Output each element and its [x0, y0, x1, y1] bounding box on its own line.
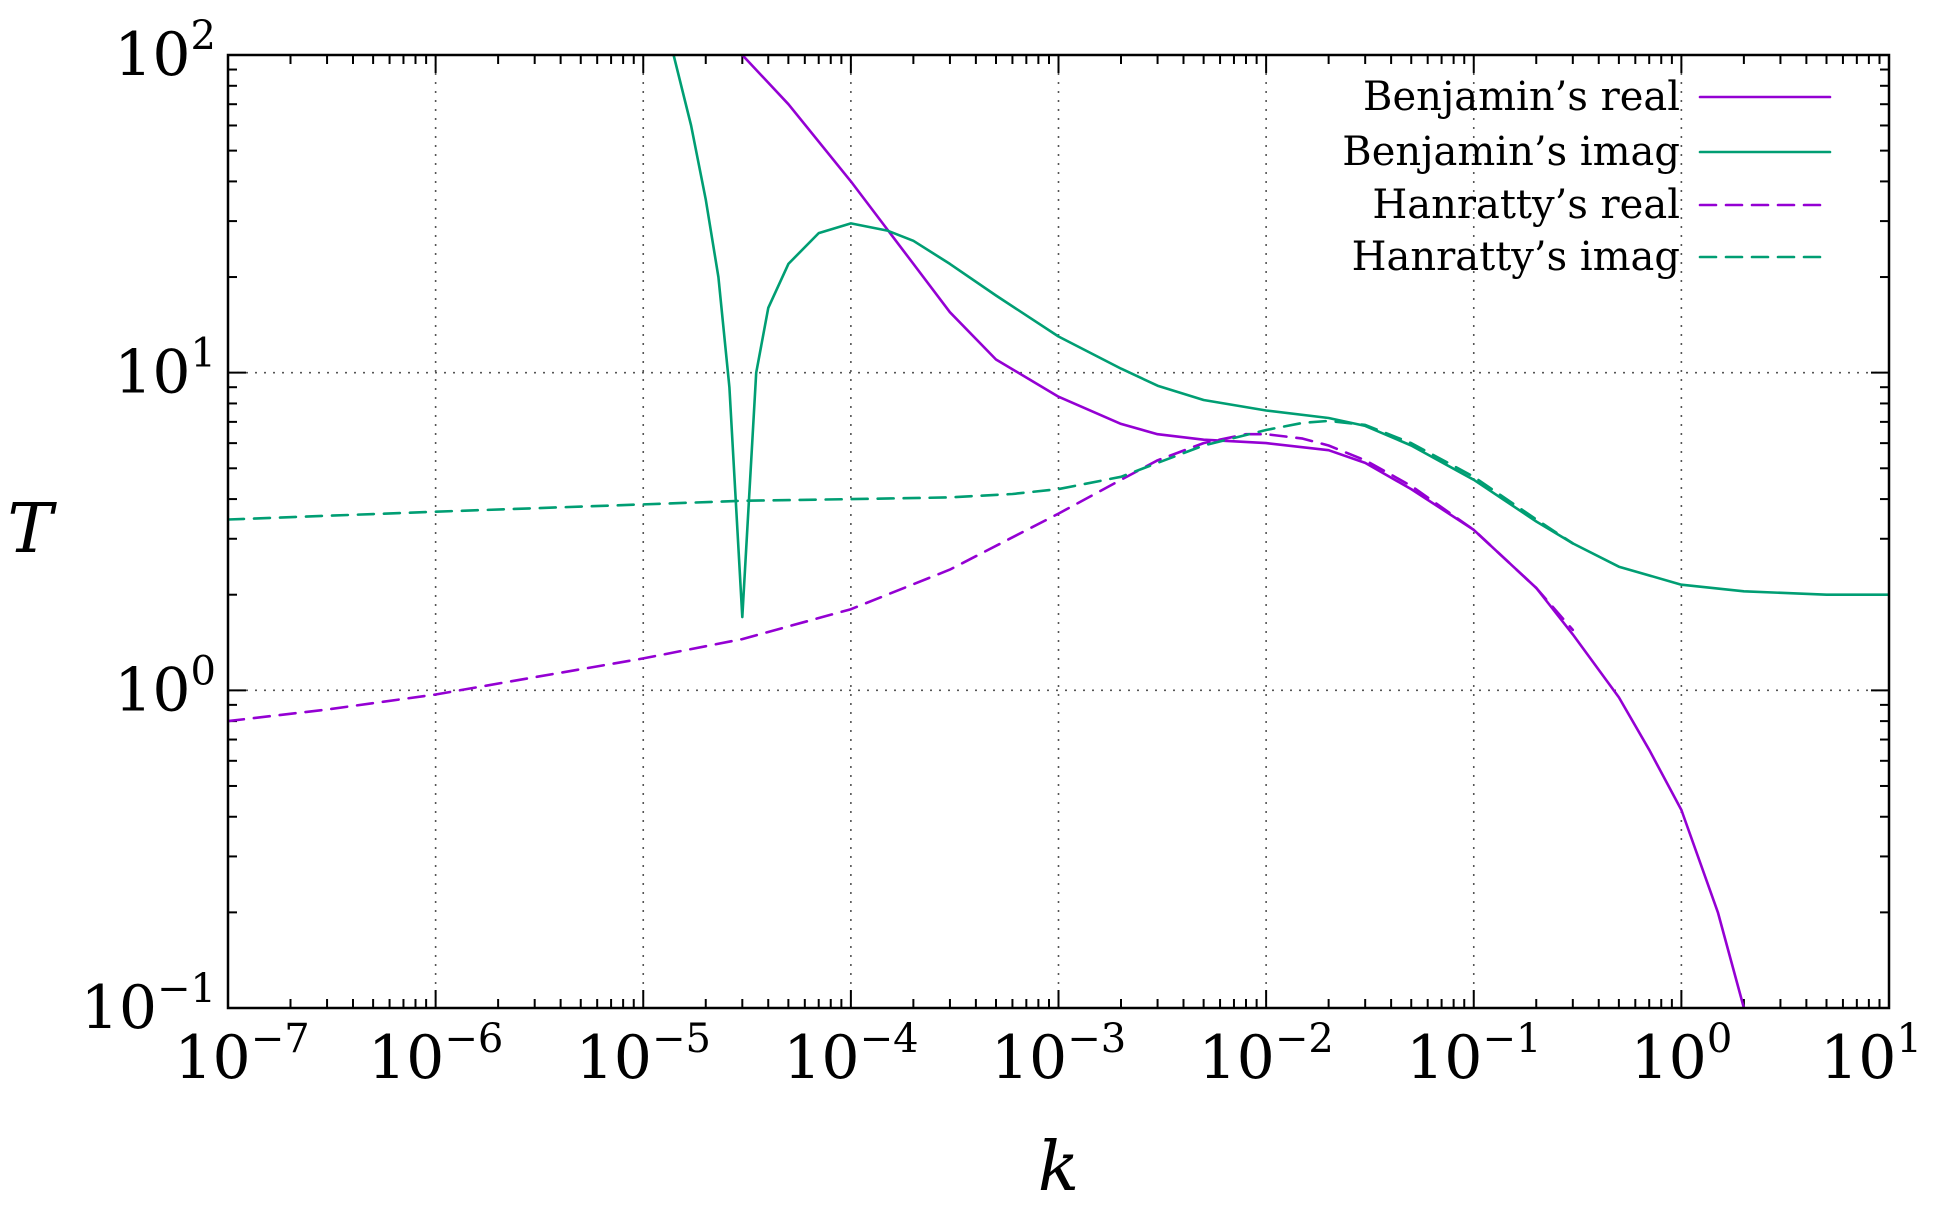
series-line	[672, 55, 1889, 619]
series-line	[228, 432, 1575, 723]
x-tick-label: 10−3	[991, 1016, 1126, 1093]
x-tick-label: 10−1	[1406, 1016, 1541, 1093]
plot-lines	[228, 55, 1889, 1008]
x-tick-label: 10−5	[576, 1016, 711, 1093]
legend-label: Hanratty’s imag	[1352, 234, 1680, 280]
y-tick-label: 100	[114, 648, 216, 725]
legend-label: Benjamin’s imag	[1342, 129, 1680, 175]
x-axis-title: k	[1038, 1128, 1079, 1207]
y-axis-title: T	[7, 490, 57, 569]
x-tick-label: 100	[1630, 1016, 1732, 1093]
x-tick-label: 10−7	[174, 1016, 309, 1093]
x-tick-label: 10−6	[368, 1016, 503, 1093]
y-tick-label: 10−1	[81, 966, 216, 1043]
x-tick-label: 101	[1820, 1016, 1922, 1093]
legend-label: Hanratty’s real	[1372, 182, 1680, 228]
x-tick-label: 10−2	[1198, 1016, 1333, 1093]
x-tick-labels: 10−7 10−6 10−5 10−4 10−3 10−2 10−1 100 101	[174, 1016, 1922, 1093]
series-line	[228, 419, 1575, 545]
y-tick-label: 101	[114, 331, 216, 408]
plot-frame	[226, 53, 1891, 1010]
axis-ticks	[227, 54, 1890, 1009]
legend: Benjamin’s real Benjamin’s imag Hanratty’s…	[1342, 74, 1832, 280]
x-tick-label: 10−4	[783, 1016, 918, 1093]
legend-label: Benjamin’s real	[1363, 74, 1680, 120]
series-line	[740, 55, 1746, 1008]
y-tick-labels: 10−1 100 101 102	[81, 13, 216, 1043]
y-tick-label: 102	[114, 13, 216, 90]
